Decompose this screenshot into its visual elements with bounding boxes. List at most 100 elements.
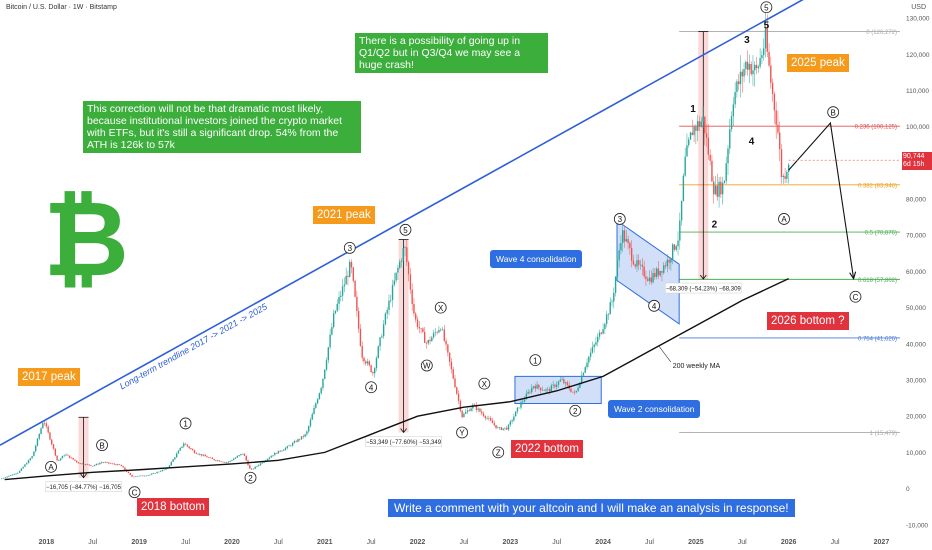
candle-body	[450, 361, 453, 370]
candle-body	[700, 121, 702, 127]
candle-body	[2, 477, 5, 479]
candle-body	[522, 401, 524, 403]
candle-body	[620, 243, 622, 251]
candle-body	[295, 441, 297, 442]
candle-body	[573, 391, 576, 393]
chart-header-title: Bitcoin / U.S. Dollar · 1W · Bitstamp	[6, 4, 117, 11]
candle-body	[86, 464, 89, 465]
candle-body	[516, 407, 519, 412]
candle-body	[354, 280, 356, 297]
candle-body	[447, 344, 449, 353]
candle-body	[245, 455, 247, 461]
candle-body	[65, 454, 67, 456]
candle-body	[659, 270, 661, 276]
candle-body	[190, 448, 192, 450]
measure-label-text: −53,349 (−77.60%) −53,349	[366, 440, 442, 446]
wave-label-text: 2	[573, 407, 578, 416]
candle-body	[634, 264, 636, 267]
candle-body	[448, 352, 451, 362]
candle-body	[133, 476, 135, 478]
candle-body	[443, 329, 445, 341]
x-tick-label: Jul	[459, 539, 468, 546]
x-tick-label: Jul	[552, 539, 561, 546]
candle-body	[51, 439, 53, 445]
candle-body	[475, 405, 478, 410]
candle-body	[536, 384, 538, 389]
candle-body	[737, 81, 740, 85]
candle-body	[186, 444, 189, 447]
candle-body	[723, 180, 726, 184]
wave-label-text: A	[781, 215, 787, 224]
candle-body	[211, 457, 214, 459]
ma-200-weekly-line	[4, 278, 789, 481]
candle-body	[274, 452, 276, 456]
candle-body	[397, 267, 399, 273]
wave-label-text: Z	[496, 449, 501, 458]
candle-body	[322, 378, 324, 388]
fib-level-label: 0.236 (100,125)	[855, 125, 897, 131]
candle-body	[422, 328, 424, 332]
candle-body	[127, 471, 130, 474]
candle-body	[575, 390, 578, 393]
candle-body	[156, 471, 158, 474]
candle-body	[711, 160, 713, 182]
y-tick-label: 40,000	[906, 341, 926, 348]
candle-body	[775, 110, 777, 125]
candle-body	[607, 314, 610, 315]
candle-body	[216, 460, 219, 462]
candle-body	[109, 463, 112, 465]
candle-body	[375, 357, 378, 369]
candle-body	[461, 410, 463, 418]
candle-body	[531, 387, 533, 393]
candle-body	[250, 468, 253, 470]
candle-body	[70, 457, 73, 459]
label-2026-bottom: 2026 bottom ?	[767, 312, 849, 330]
candle-body	[268, 457, 271, 459]
wave-label-text: 2	[712, 220, 718, 231]
note-correction: This correction will not be that dramati…	[83, 101, 361, 153]
candle-body	[150, 473, 153, 475]
candle-body	[641, 264, 644, 267]
candle-body	[147, 475, 149, 476]
candle-body	[440, 329, 442, 331]
x-tick-label: 2018	[39, 539, 55, 546]
candle-body	[199, 454, 201, 455]
x-tick-label: Jul	[88, 539, 97, 546]
candle-body	[324, 369, 326, 379]
candle-body	[318, 393, 321, 400]
candle-body	[750, 63, 752, 75]
candle-body	[559, 379, 561, 382]
y-tick-label: 120,000	[906, 52, 930, 59]
candle-body	[538, 384, 540, 388]
candle-body	[693, 126, 695, 136]
candle-body	[663, 265, 665, 273]
candle-body	[527, 391, 529, 394]
candle-body	[614, 276, 617, 293]
candle-body	[668, 259, 670, 263]
candle-body	[425, 342, 428, 344]
candle-body	[270, 456, 272, 458]
candle-body	[227, 461, 230, 463]
candle-body	[498, 427, 501, 428]
candle-body	[652, 273, 654, 283]
candle-body	[605, 314, 608, 324]
fib-level-label: 0 (126,272)	[866, 30, 897, 36]
x-tick-label: Jul	[181, 539, 190, 546]
candle-body	[215, 460, 217, 461]
candle-body	[548, 389, 551, 392]
candle-body	[163, 469, 165, 471]
candle-body	[352, 267, 354, 281]
candle-body	[279, 450, 281, 452]
candle-body	[787, 164, 790, 173]
candle-body	[645, 276, 647, 280]
candle-body	[759, 58, 761, 67]
candle-body	[593, 344, 595, 348]
candle-body	[514, 411, 517, 417]
x-tick-label: 2026	[781, 539, 797, 546]
current-price-value: 90,744	[903, 153, 925, 161]
candle-body	[74, 459, 76, 461]
candle-body	[47, 426, 49, 433]
candle-body	[429, 340, 431, 342]
note-comment: Write a comment with your altcoin and I …	[388, 499, 795, 517]
candle-body	[598, 332, 601, 337]
